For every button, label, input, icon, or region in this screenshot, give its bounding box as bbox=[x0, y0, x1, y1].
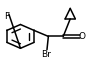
Text: F: F bbox=[4, 12, 9, 21]
Text: O: O bbox=[78, 32, 85, 41]
Text: Br: Br bbox=[42, 50, 51, 59]
